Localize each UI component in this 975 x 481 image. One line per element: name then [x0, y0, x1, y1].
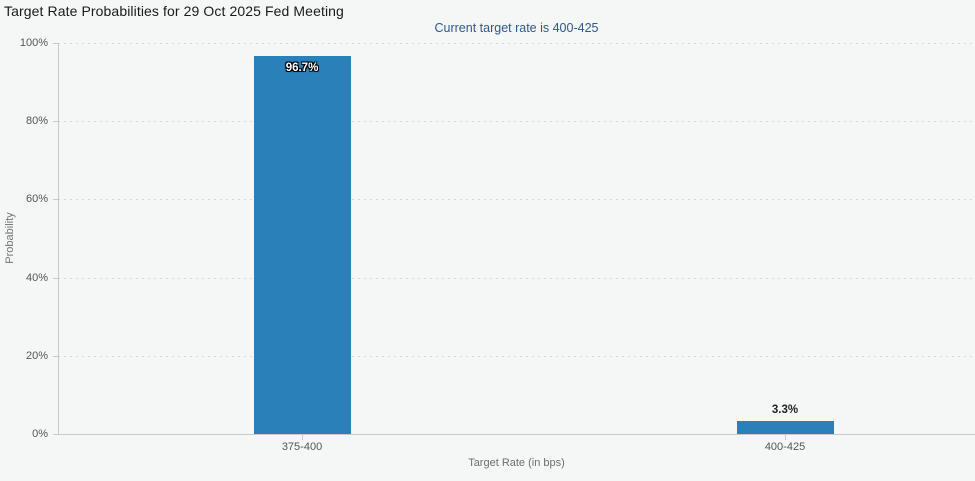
- chart-subtitle: Current target rate is 400-425: [434, 21, 599, 35]
- x-tick-mark: [302, 434, 303, 440]
- gridline: [58, 121, 975, 123]
- y-tick-mark: [53, 121, 58, 123]
- y-tick-label: 80%: [25, 115, 48, 128]
- x-axis-title: Target Rate (in bps): [468, 457, 565, 469]
- y-tick-label: 100%: [19, 37, 48, 49]
- chart-title: Target Rate Probabilities for 29 Oct 202…: [4, 3, 344, 19]
- y-axis-title: Probability: [4, 212, 16, 264]
- y-tick-label: 20%: [25, 349, 48, 362]
- y-tick-mark: [53, 355, 58, 357]
- y-tick-label: 40%: [25, 271, 48, 284]
- bar-value-label: 3.3%: [771, 404, 799, 416]
- y-tick-label: 0%: [32, 428, 48, 440]
- y-tick-mark: [53, 434, 58, 435]
- y-tick-mark: [53, 277, 58, 279]
- y-axis-line: [58, 43, 59, 434]
- gridline: [58, 43, 975, 44]
- bar-value-label: 96.7%: [285, 62, 319, 74]
- y-tick-mark: [53, 43, 58, 44]
- gridline: [58, 277, 975, 279]
- x-category-label: 375-400: [281, 441, 323, 453]
- bar-400-425[interactable]: [736, 421, 834, 434]
- y-tick-label: 60%: [25, 193, 48, 206]
- x-tick-mark: [785, 434, 786, 440]
- gridline: [58, 355, 975, 357]
- x-axis-line: [58, 434, 975, 435]
- x-category-label: 400-425: [764, 441, 806, 453]
- bar-375-400[interactable]: [253, 56, 351, 434]
- y-tick-mark: [53, 199, 58, 201]
- gridline: [58, 199, 975, 201]
